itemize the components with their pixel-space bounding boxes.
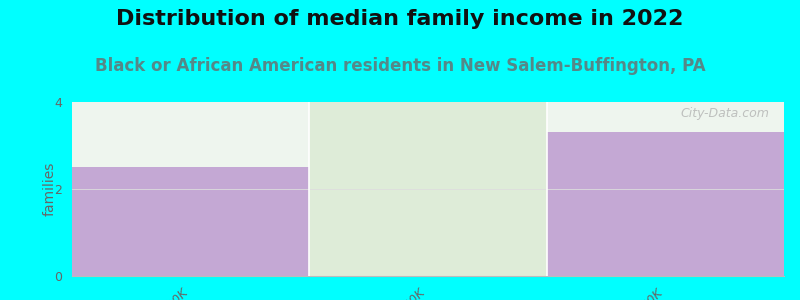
Bar	[72, 167, 310, 276]
Text: City-Data.com: City-Data.com	[681, 107, 770, 120]
Bar	[546, 133, 784, 276]
Bar	[310, 102, 546, 276]
Y-axis label: families: families	[43, 162, 57, 216]
Text: Black or African American residents in New Salem-Buffington, PA: Black or African American residents in N…	[94, 57, 706, 75]
Text: Distribution of median family income in 2022: Distribution of median family income in …	[116, 9, 684, 29]
